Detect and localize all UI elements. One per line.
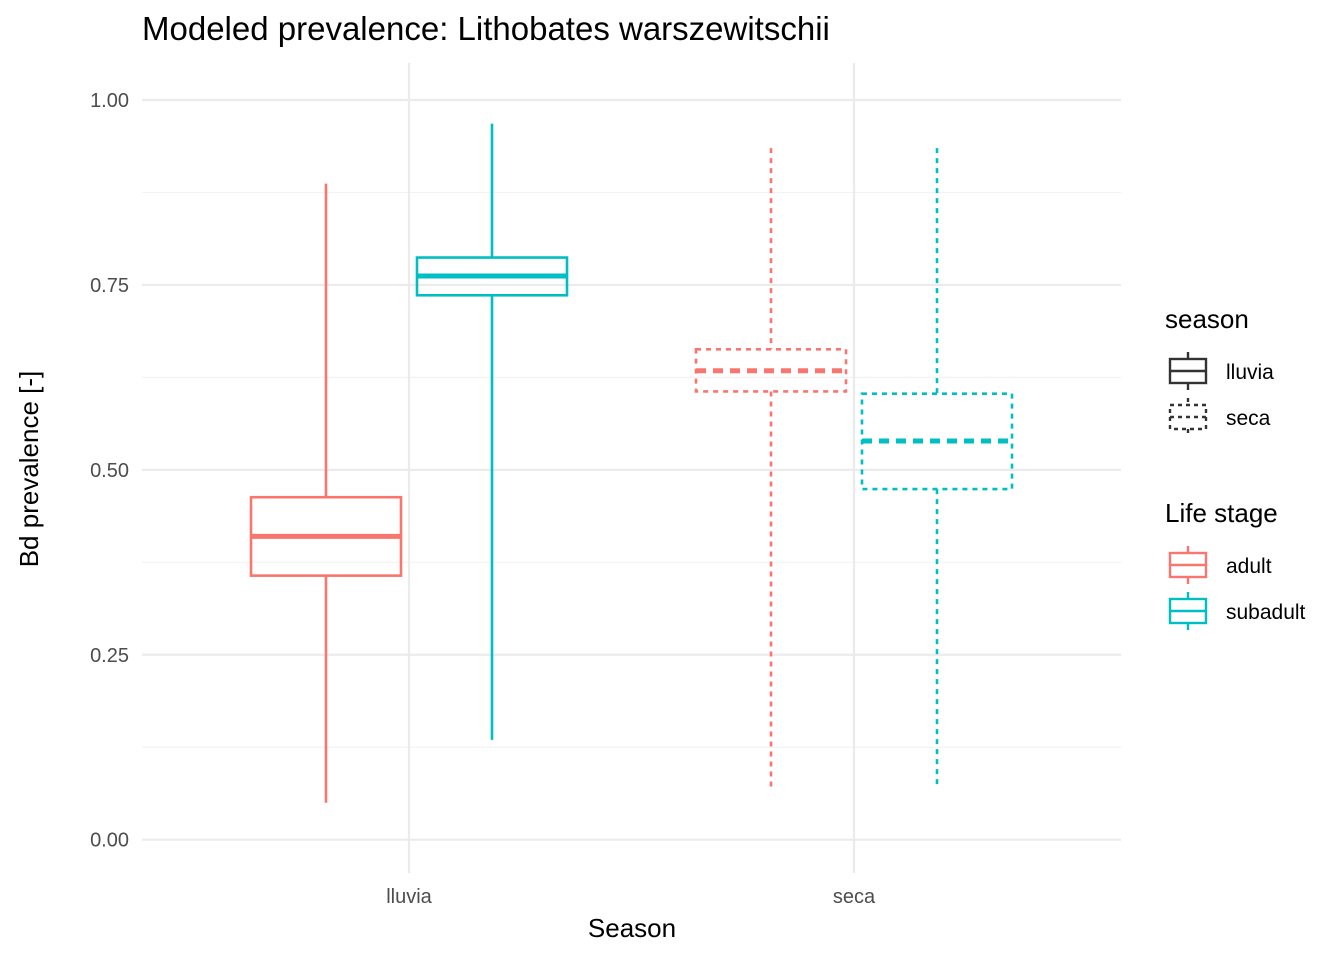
legend-label-lluvia: lluvia <box>1226 361 1274 384</box>
y-tick-label: 0.75 <box>90 275 129 297</box>
legend-key-lluvia <box>1168 352 1208 390</box>
box-adult-seca <box>694 148 848 787</box>
legend-label-seca: seca <box>1226 407 1271 430</box>
legend-key-seca <box>1168 398 1208 436</box>
y-tick-label: 0.00 <box>90 830 129 852</box>
box-subadult-lluvia <box>415 123 569 740</box>
legend: season lluvia seca Life stage adult subadult <box>1165 304 1306 630</box>
box-adult-lluvia <box>249 183 403 803</box>
legend-label-adult: adult <box>1226 555 1272 578</box>
x-axis-title: Season <box>588 913 676 943</box>
legend-label-subadult: subadult <box>1226 601 1306 624</box>
x-tick-label: seca <box>833 886 876 908</box>
y-axis-title: Bd prevalence [-] <box>14 371 44 568</box>
x-tick-label: lluvia <box>386 886 432 908</box>
x-axis-ticks: lluvia seca <box>386 886 876 908</box>
legend-key-subadult <box>1168 592 1208 630</box>
legend-title-life-stage: Life stage <box>1165 498 1278 528</box>
legend-key-adult <box>1168 546 1208 584</box>
y-tick-label: 0.25 <box>90 645 129 667</box>
box-subadult-seca <box>860 148 1014 788</box>
y-tick-label: 0.50 <box>90 460 129 482</box>
y-tick-label: 1.00 <box>90 90 129 112</box>
chart-title: Modeled prevalence: Lithobates warszewit… <box>142 10 830 47</box>
y-axis-ticks: 0.00 0.25 0.50 0.75 1.00 <box>90 90 129 852</box>
grid <box>142 63 1121 873</box>
legend-title-season: season <box>1165 304 1249 334</box>
plot-boxes <box>249 123 1014 803</box>
